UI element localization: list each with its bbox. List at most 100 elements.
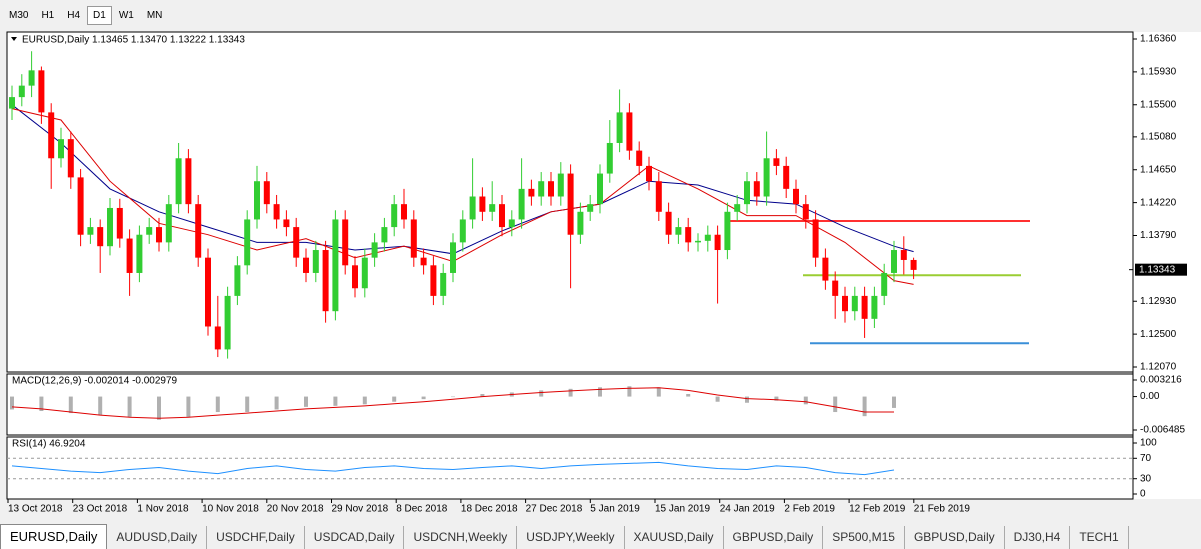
macd-bar bbox=[539, 390, 544, 397]
candle-body bbox=[116, 207, 123, 239]
candle-body bbox=[77, 177, 84, 235]
candle-body bbox=[851, 295, 858, 312]
macd-bar bbox=[245, 396, 250, 413]
timeframe-button[interactable]: W1 bbox=[118, 9, 134, 21]
chart-tabs: EURUSD,Daily AUDUSD,Daily USDCHF,Daily USDC… bbox=[0, 521, 1201, 549]
macd-bar bbox=[480, 393, 485, 397]
y-tick-label: 0.003216 bbox=[1140, 375, 1182, 386]
y-tick-label: 100 bbox=[1140, 438, 1157, 449]
timeframe-button[interactable]: MN bbox=[146, 9, 163, 21]
timeframe-button[interactable]: H4 bbox=[67, 9, 81, 21]
chart-tab[interactable]: GBPUSD,Daily bbox=[724, 526, 824, 549]
candle-body bbox=[9, 97, 15, 109]
panel-frame bbox=[6, 373, 1134, 436]
y-tick-label: 0.00 bbox=[1140, 391, 1160, 402]
y-tick-label: 30 bbox=[1140, 473, 1152, 484]
candle-body bbox=[58, 139, 64, 159]
chart-tab[interactable]: USDCAD,Daily bbox=[305, 526, 405, 549]
chart-tab[interactable]: USDCNH,Weekly bbox=[404, 526, 518, 549]
macd-bar bbox=[98, 396, 103, 416]
macd-bar bbox=[157, 396, 161, 420]
macd-bar bbox=[274, 396, 279, 410]
x-tick-label: 24 Jan 2019 bbox=[720, 504, 775, 515]
y-tick-label: 1.12070 bbox=[1140, 362, 1177, 373]
timeframe-button[interactable]: D1 bbox=[87, 5, 112, 25]
candle-body bbox=[469, 196, 476, 220]
candle-body bbox=[499, 204, 505, 228]
chart-tab[interactable]: USDJPY,Weekly bbox=[517, 526, 625, 549]
candle-body bbox=[371, 242, 378, 258]
candle-body bbox=[205, 257, 211, 327]
candle-body bbox=[195, 204, 202, 258]
chart-tab[interactable]: USDCHF,Daily bbox=[207, 526, 305, 549]
candle-body bbox=[283, 219, 290, 228]
chart-tab[interactable]: AUDUSD,Daily bbox=[107, 526, 208, 549]
candle-body bbox=[391, 204, 398, 228]
chart-title: EURUSD,Daily 1.13465 1.13470 1.13222 1.1… bbox=[22, 35, 245, 46]
chart-tab[interactable]: DJ30,H4 bbox=[1005, 526, 1071, 549]
candle-body bbox=[126, 238, 133, 273]
macd-bar bbox=[803, 396, 808, 405]
y-tick-label: 1.15080 bbox=[1140, 132, 1177, 143]
candle-body bbox=[175, 158, 182, 205]
macd-bar bbox=[862, 396, 867, 417]
y-tick-label: 1.16360 bbox=[1140, 34, 1177, 45]
chart-tab[interactable]: EURUSD,Daily bbox=[0, 524, 108, 549]
candle-body bbox=[567, 173, 574, 235]
macd-bar bbox=[745, 396, 749, 403]
chart-tab[interactable]: GBPUSD,Daily bbox=[905, 526, 1005, 549]
chart-tab[interactable]: TECH1 bbox=[1070, 526, 1129, 549]
candle-body bbox=[910, 259, 917, 270]
candle-body bbox=[263, 181, 270, 205]
candle-body bbox=[459, 219, 466, 243]
x-tick-label: 18 Dec 2018 bbox=[461, 504, 518, 515]
candle-body bbox=[881, 272, 888, 296]
candle-body bbox=[332, 219, 339, 312]
candle-body bbox=[430, 265, 437, 296]
candle-body bbox=[753, 181, 760, 197]
macd-bar bbox=[715, 396, 720, 402]
candle-body bbox=[303, 257, 309, 273]
macd-bar bbox=[774, 396, 779, 401]
candle-body bbox=[636, 150, 643, 166]
candle-body bbox=[744, 181, 750, 205]
macd-bar bbox=[215, 396, 220, 413]
candle-body bbox=[361, 257, 368, 289]
chart-tab[interactable]: SP500,M15 bbox=[823, 526, 905, 549]
candle-body bbox=[695, 240, 701, 243]
macd-bar bbox=[10, 396, 14, 410]
candle-body bbox=[606, 142, 613, 174]
x-tick-label: 15 Jan 2019 bbox=[655, 504, 710, 515]
x-tick-label: 1 Nov 2018 bbox=[137, 504, 189, 515]
candle-body bbox=[518, 188, 525, 220]
candle-body bbox=[626, 112, 633, 151]
candle-body bbox=[450, 242, 456, 273]
candle-body bbox=[244, 219, 251, 266]
candle-body bbox=[234, 265, 241, 296]
candle-body bbox=[18, 85, 25, 98]
macd-bar bbox=[686, 393, 691, 397]
x-tick-label: 5 Jan 2019 bbox=[590, 504, 640, 515]
timeframe-button[interactable]: M30 bbox=[9, 9, 29, 21]
x-tick-label: 29 Nov 2018 bbox=[332, 504, 389, 515]
candle-body bbox=[401, 204, 407, 220]
macd-bar bbox=[68, 396, 73, 414]
x-tick-label: 2 Feb 2019 bbox=[784, 504, 835, 515]
macd-bar bbox=[333, 396, 338, 406]
macd-bar bbox=[421, 396, 426, 400]
macd-bar bbox=[892, 396, 896, 408]
candle-body bbox=[273, 204, 280, 220]
chart-tab[interactable]: XAUUSD,Daily bbox=[625, 526, 724, 549]
candle-body bbox=[97, 227, 104, 247]
candle-body bbox=[724, 211, 731, 251]
y-tick-label: 1.12930 bbox=[1140, 296, 1177, 307]
candle-body bbox=[156, 227, 162, 243]
y-tick-label: 1.12500 bbox=[1140, 329, 1177, 340]
candle-body bbox=[410, 219, 417, 258]
candle-body bbox=[783, 165, 790, 189]
candle-body bbox=[224, 295, 231, 350]
x-tick-label: 12 Feb 2019 bbox=[849, 504, 906, 515]
timeframe-button[interactable]: H1 bbox=[41, 9, 55, 21]
candle-body bbox=[528, 188, 535, 197]
candle-body bbox=[557, 173, 564, 197]
